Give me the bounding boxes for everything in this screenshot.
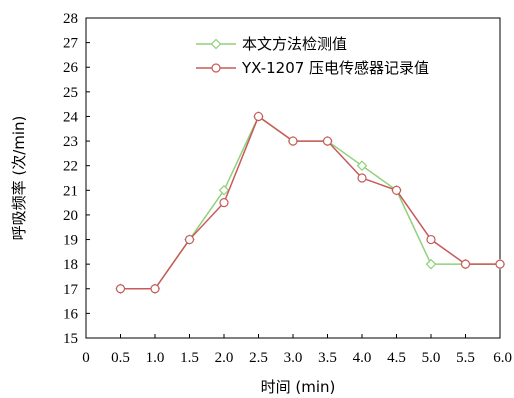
x-tick-label: 0 [82, 350, 90, 366]
x-tick-label: 2.5 [249, 350, 268, 366]
y-tick-label: 24 [63, 109, 79, 125]
data-point [184, 234, 195, 245]
x-tick-label: 4.0 [353, 350, 372, 366]
y-tick-label: 18 [63, 257, 78, 273]
data-point [115, 284, 126, 294]
x-tick-label: 4.5 [387, 350, 406, 366]
data-point [253, 111, 264, 122]
data-point [425, 258, 437, 270]
y-tick-label: 17 [63, 282, 79, 298]
legend-item: 本文方法检测值 [196, 35, 347, 53]
y-tick-label: 19 [63, 233, 78, 249]
y-tick-label: 27 [63, 36, 79, 52]
y-tick-label: 16 [63, 306, 79, 322]
data-point [150, 284, 160, 294]
legend-marker [210, 38, 222, 50]
x-tick-label: 5.5 [456, 350, 475, 366]
legend: 本文方法检测值 YX-1207 压电传感器记录值 [196, 35, 429, 77]
series-line [120, 115, 500, 290]
series-2 [115, 111, 505, 294]
series-1 [115, 111, 506, 295]
data-point [322, 136, 333, 146]
legend-marker [211, 63, 221, 73]
x-tick-label: 3.0 [284, 350, 303, 366]
series-layer [115, 111, 506, 295]
data-point [288, 136, 298, 146]
y-tick-label: 21 [63, 183, 78, 199]
legend-item: YX-1207 压电传感器记录值 [196, 59, 429, 77]
x-tick-label: 2.0 [215, 350, 234, 366]
y-tick-label: 20 [63, 208, 78, 224]
data-point [219, 198, 229, 208]
data-point [218, 184, 230, 196]
x-axis: 0 0.5 1.0 1.5 2.0 2.5 3.0 3.5 4.0 4.5 5.0 5.5 6.0 [82, 334, 512, 366]
y-tick-label: 28 [63, 11, 78, 27]
x-tick-label: 3.5 [318, 350, 337, 366]
x-tick-label: 0.5 [111, 350, 130, 366]
series-line [120, 115, 500, 290]
y-axis: 15 16 17 18 19 20 21 22 23 24 25 26 27 28 [63, 11, 90, 347]
x-tick-label: 5.0 [422, 350, 441, 366]
x-tick-label: 1.0 [146, 350, 165, 366]
data-point [357, 173, 367, 183]
y-tick-label: 15 [63, 331, 78, 347]
x-tick-label: 6.0 [493, 350, 512, 366]
x-axis-label: 时间 (min) [261, 378, 336, 396]
y-tick-label: 23 [63, 134, 78, 150]
y-tick-label: 26 [63, 60, 79, 76]
data-point [460, 259, 471, 269]
data-point [495, 259, 505, 269]
data-point [391, 185, 402, 195]
y-tick-label: 25 [63, 85, 78, 101]
legend-label: YX-1207 压电传感器记录值 [241, 59, 429, 77]
y-axis-label: 呼吸频率 (次/min) [10, 116, 28, 241]
data-point [426, 234, 436, 245]
y-tick-label: 22 [63, 159, 78, 175]
x-tick-label: 1.5 [180, 350, 199, 366]
data-point [356, 160, 368, 172]
legend-label: 本文方法检测值 [242, 35, 347, 53]
